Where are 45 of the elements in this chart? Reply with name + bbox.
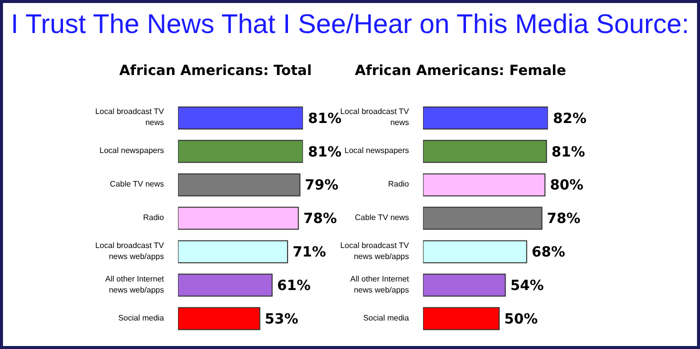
y-tick-label: Local broadcast TV news web/apps bbox=[340, 241, 410, 262]
y-tick-label: Local newspapers bbox=[100, 146, 164, 156]
bar bbox=[178, 240, 288, 264]
bar bbox=[178, 173, 300, 196]
data-label: 50% bbox=[504, 311, 538, 328]
bar bbox=[178, 206, 299, 230]
y-tick-label: Local broadcast TV news bbox=[95, 107, 165, 128]
data-label: 82% bbox=[553, 110, 587, 127]
data-label: 81% bbox=[308, 110, 342, 127]
y-tick-label: All other Internet news web/apps bbox=[105, 274, 165, 294]
data-label: 61% bbox=[277, 278, 311, 294]
y-tick-label: Local broadcast TV news web/apps bbox=[95, 241, 165, 262]
y-tick-label: All other Internet news web/apps bbox=[350, 274, 410, 294]
y-tick-label: Social media bbox=[118, 313, 165, 322]
y-tick-label: Radio bbox=[388, 180, 410, 189]
chart-title: African Americans: Female bbox=[354, 63, 568, 81]
data-label: 78% bbox=[303, 211, 337, 228]
bar bbox=[423, 240, 528, 264]
data-label: 81% bbox=[308, 144, 342, 160]
text: I Trust The News That I See/Hear on This Media Source: bbox=[10, 9, 690, 40]
data-label: 54% bbox=[510, 278, 544, 294]
chart-title: African Americans: Total bbox=[118, 63, 313, 81]
y-tick-label: Social media bbox=[363, 313, 410, 322]
y-tick-label: Cable TV news bbox=[354, 213, 409, 222]
data-label: 71% bbox=[292, 244, 326, 261]
y-tick-label: Radio bbox=[143, 213, 165, 222]
data-label: 68% bbox=[532, 244, 566, 261]
data-label: 81% bbox=[551, 144, 585, 160]
bar bbox=[423, 206, 542, 230]
bar bbox=[178, 106, 303, 130]
data-label: 80% bbox=[550, 178, 584, 194]
data-label: 78% bbox=[546, 211, 580, 228]
y-tick-label: Cable TV news bbox=[110, 180, 164, 189]
bar bbox=[423, 140, 547, 163]
bar bbox=[178, 140, 303, 163]
data-label: 53% bbox=[264, 311, 298, 328]
bar bbox=[423, 106, 548, 130]
bar bbox=[423, 173, 546, 196]
y-tick-label: Local broadcast TV news bbox=[340, 107, 410, 128]
data-label: 79% bbox=[304, 178, 338, 194]
bar bbox=[423, 307, 500, 330]
bar bbox=[178, 307, 260, 330]
bar bbox=[423, 274, 506, 297]
y-tick-label: Local newspapers bbox=[344, 146, 409, 156]
bar bbox=[178, 274, 273, 297]
